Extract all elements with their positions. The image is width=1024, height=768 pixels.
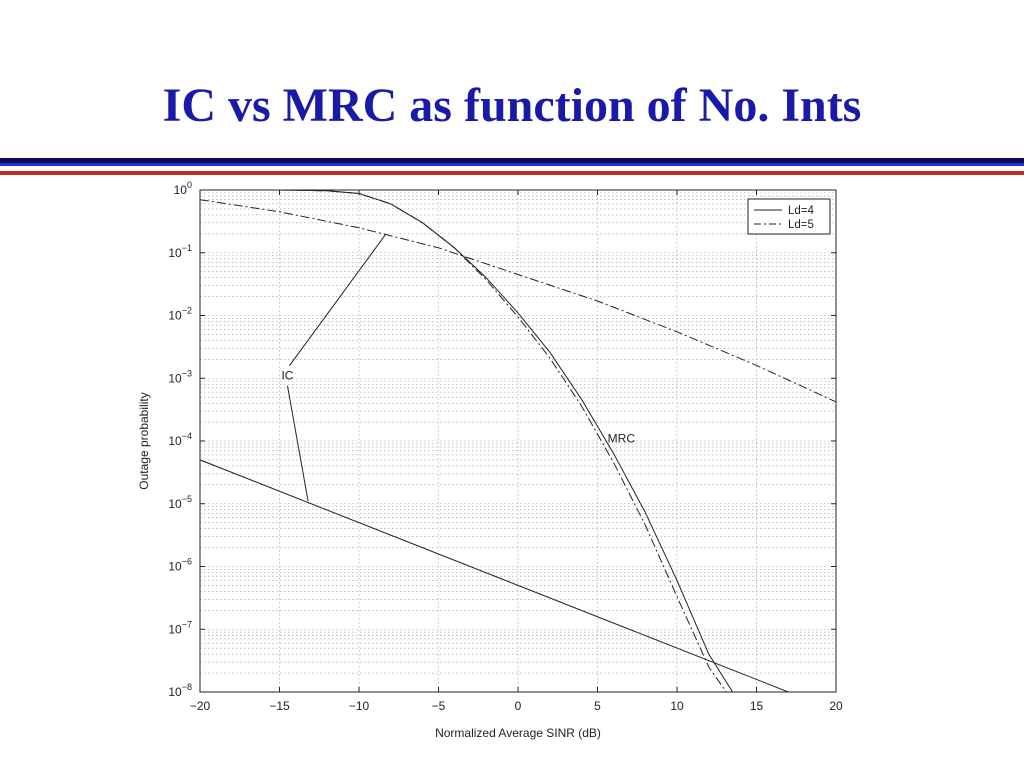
x-tick-label: 0 (515, 699, 522, 713)
plot-area (200, 190, 836, 692)
x-tick-label: −15 (269, 699, 290, 713)
x-tick-label: −5 (432, 699, 446, 713)
annotation-ic-label: IC (281, 369, 293, 383)
series-ic-ld4 (200, 459, 789, 692)
legend-box (747, 198, 831, 235)
legend-label: Ld=4 (788, 205, 815, 217)
y-tick-label: 10−7 (168, 619, 192, 636)
series (200, 190, 836, 692)
y-tick-label: 10−5 (168, 494, 192, 511)
legend: Ld=4 Ld=5 (747, 198, 831, 235)
x-axis-label: Normalized Average SINR (dB) (435, 726, 601, 740)
series-ic-ld5 (200, 199, 836, 403)
x-tick-label: 15 (750, 699, 764, 713)
legend-label: Ld=5 (788, 219, 814, 231)
y-tick-label: 100 (174, 180, 192, 197)
annotation-mrc-label: MRC (608, 431, 636, 445)
y-axis-label: Outage probability (137, 392, 151, 489)
title-rule-navy (0, 158, 1024, 163)
series-mrc-ld5 (279, 190, 727, 692)
x-tick-label: 20 (829, 699, 843, 713)
x-tick-label: −20 (190, 699, 211, 713)
annotations: IC MRC (281, 233, 636, 502)
title-rule-blue (0, 163, 1024, 166)
y-tick-label: 10−2 (168, 306, 192, 323)
annotation-pointer (286, 385, 309, 502)
x-tick-label: 5 (594, 699, 601, 713)
y-tick-label: 10−4 (168, 431, 192, 448)
y-tick-label: 10−8 (168, 682, 192, 699)
annotation-pointer (289, 233, 387, 366)
x-tick-label: −10 (349, 699, 370, 713)
y-tick-label: 10−1 (168, 243, 192, 260)
y-tick-label: 10−3 (168, 368, 192, 385)
x-tick-label: 10 (670, 699, 684, 713)
slide-title: IC vs MRC as function of No. Ints (162, 79, 862, 132)
y-tick-label: 10−6 (168, 557, 192, 574)
title-rule-red (0, 171, 1024, 175)
